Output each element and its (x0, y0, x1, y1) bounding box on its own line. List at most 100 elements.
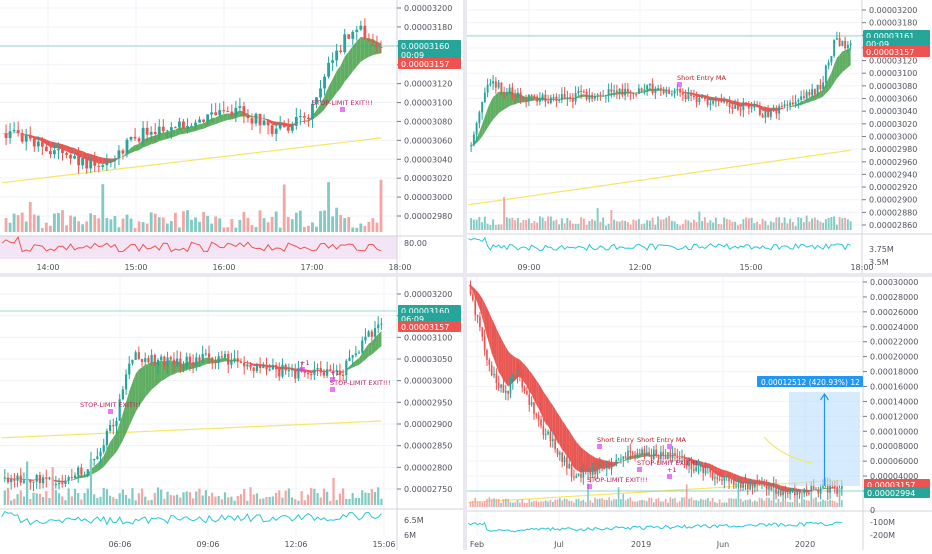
candle-body (648, 452, 650, 456)
volume-bar (619, 222, 621, 230)
price-axis-label: 0.00018000 (870, 368, 918, 377)
candle-body (740, 484, 742, 488)
price-axis-label: 0.00002850 (404, 442, 452, 451)
candle-body (481, 102, 483, 112)
candle-body (189, 357, 191, 363)
volume-bar (473, 220, 475, 230)
candle-body (822, 83, 824, 90)
annotation-label: STOP-LIMIT EXIT!!! (587, 476, 648, 484)
candle-body (690, 94, 692, 96)
candle-body (544, 95, 546, 102)
volume-bar (520, 223, 522, 230)
volume-bar (327, 182, 330, 232)
pane-separator-horizontal[interactable] (0, 273, 932, 277)
time-axis-label: 06:06 (108, 540, 131, 549)
candle-body (227, 354, 229, 365)
chart-top-left-svg[interactable]: STOP-LIMIT EXIT!!!0.000032000.000031800.… (0, 0, 463, 273)
candle-body (644, 449, 646, 455)
volume-bar (29, 499, 31, 505)
volume-bar (304, 500, 306, 505)
candle-body (243, 363, 245, 367)
candle-body (573, 477, 575, 478)
volume-bar (77, 493, 79, 505)
candle-body (578, 474, 580, 476)
candle-body (37, 142, 40, 147)
volume-bar (361, 490, 363, 505)
volume-bar (748, 218, 750, 230)
candle-body (500, 82, 502, 92)
candle-body (13, 479, 15, 481)
candle-body (550, 97, 552, 103)
volume-bar (224, 492, 226, 505)
candle-body (622, 456, 624, 459)
annotation-marker (667, 444, 672, 449)
indicator-axis-label: 3.75M (869, 245, 894, 254)
volume-bar (503, 197, 505, 230)
candle-body (662, 452, 664, 455)
volume-bar (827, 501, 829, 507)
volume-bar (799, 503, 801, 507)
price-axis-label: 0.00003180 (404, 23, 452, 32)
volume-bar (247, 218, 250, 232)
candle-body (202, 354, 204, 362)
volume-bar (555, 220, 557, 230)
candle-body (97, 166, 100, 167)
ma-ribbon-segment (135, 144, 139, 151)
volume-bar (745, 217, 747, 230)
price-axis-label: 0.00003000 (869, 132, 917, 141)
candle-body (126, 140, 129, 154)
volume-bar (815, 497, 817, 507)
candle-body (489, 84, 491, 85)
volume-bar (16, 494, 18, 505)
candle-body (550, 432, 552, 441)
volume-bar (329, 501, 331, 505)
volume-bar (335, 208, 338, 232)
candle-body (109, 425, 111, 431)
candle-body (789, 492, 791, 494)
volume-bar (242, 212, 245, 232)
volume-bar (493, 498, 495, 507)
annotation-label: +1 (667, 466, 677, 474)
price-axis-label: 0.00008000 (870, 442, 918, 451)
candle-body (487, 85, 489, 93)
volume-bar (701, 221, 703, 230)
candle-body (115, 421, 117, 426)
volume-bar (839, 217, 841, 230)
candle-body (486, 350, 488, 360)
volume-bar (528, 499, 530, 507)
candle-body (674, 453, 676, 456)
volume-bar (583, 219, 585, 230)
time-axis-label: 16:00 (212, 263, 235, 272)
candle-body (154, 132, 157, 134)
candle-body (291, 126, 294, 131)
candle-body (514, 96, 516, 98)
volume-bar (489, 225, 491, 230)
candle-body (533, 96, 535, 97)
candle-body (701, 97, 703, 98)
volume-bar (487, 224, 489, 230)
candle-body (45, 477, 47, 478)
price-axis-label: 0.00002900 (404, 420, 452, 429)
volume-bar (109, 496, 111, 505)
volume-bar (759, 224, 761, 230)
candle-body (625, 456, 627, 458)
candle-body (700, 466, 702, 467)
volume-bar (269, 497, 271, 505)
ma-ribbon-segment (506, 347, 508, 387)
volume-bar (526, 503, 528, 507)
candle-body (594, 468, 596, 475)
volume-bar (45, 223, 48, 232)
volume-bar (850, 221, 852, 230)
volume-bar (339, 494, 341, 505)
volume-bar (61, 210, 64, 232)
volume-bar (150, 212, 153, 232)
candle-body (621, 89, 623, 95)
volume-bar (681, 497, 683, 507)
